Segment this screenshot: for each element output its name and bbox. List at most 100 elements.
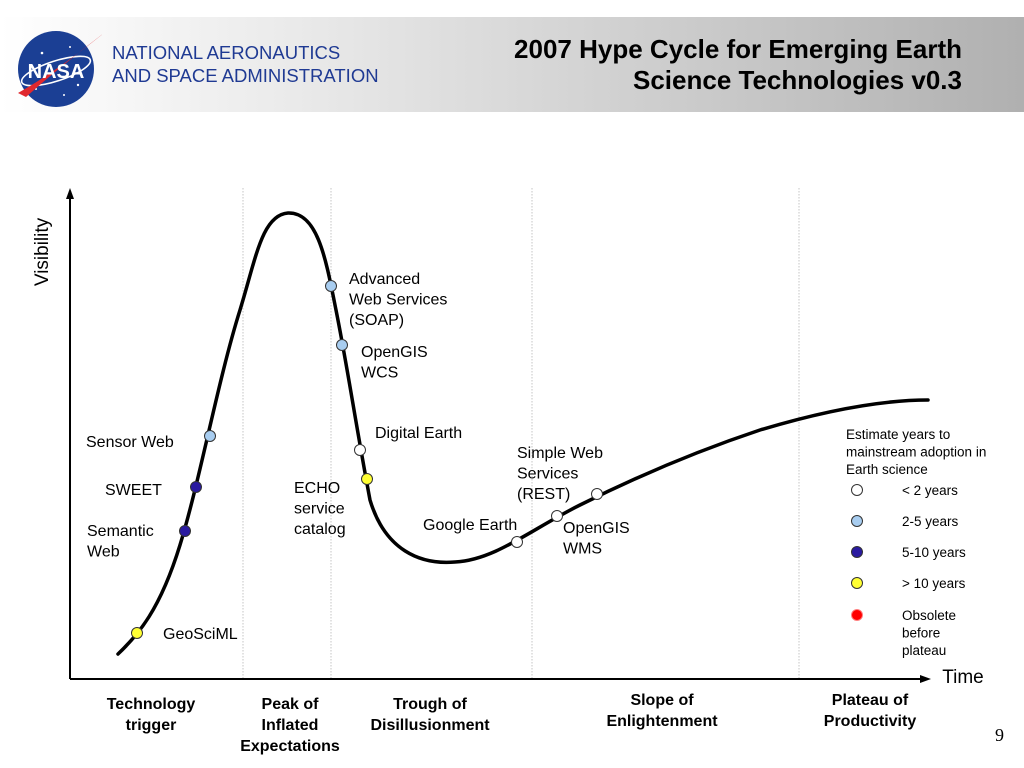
label-echo-service-catalog-line: service [294, 501, 345, 518]
phase-label-peak-line: Expectations [240, 738, 340, 755]
title-line-2: Science Technologies v0.3 [633, 65, 962, 95]
marker-opengis-wcs [336, 339, 348, 351]
legend-label-obsolete-line: plateau [902, 643, 946, 658]
label-semantic-web-line: Semantic [87, 523, 154, 540]
phase-label-plateau: Plateau of Productivity [824, 692, 917, 730]
x-axis-label: Time [942, 667, 984, 688]
legend-swatch-gt10 [851, 577, 863, 589]
label-geosciml: GeoSciML [163, 626, 238, 643]
hype-curve [116, 211, 930, 656]
label-simple-web-services: Simple Web Services (REST) [517, 445, 603, 503]
nasa-logo-text: NASA [28, 61, 85, 83]
x-axis-arrow-icon [920, 675, 931, 683]
marker-opengis-wms [551, 510, 563, 522]
phase-label-plateau-line: Plateau of [832, 692, 909, 709]
legend-label-gt10-line: > 10 years [902, 576, 966, 591]
legend-title-line: Earth science [846, 462, 928, 477]
y-axis-arrow-icon [66, 188, 74, 199]
phase-label-trough-line: Disillusionment [370, 717, 490, 734]
label-sensor-web-line: Sensor Web [86, 434, 174, 451]
marker-semantic-web [179, 525, 191, 537]
label-sweet: SWEET [105, 482, 162, 499]
phase-labels: Technology trigger Peak of Inflated Expectat… [107, 692, 917, 755]
phase-label-trough-line: Trough of [393, 696, 467, 713]
legend-label-5to10: 5-10 years [902, 545, 966, 560]
phase-label-technology-trigger-line: Technology [107, 696, 196, 713]
technology-labels: GeoSciML Semantic Web SWEET Sensor Web Advanc… [86, 271, 630, 643]
label-digital-earth: Digital Earth [375, 425, 462, 442]
marker-geosciml [131, 627, 143, 639]
legend-label-2to5: 2-5 years [902, 514, 959, 529]
label-geosciml-line: GeoSciML [163, 626, 238, 643]
label-simple-web-services-line: (REST) [517, 486, 570, 503]
phase-label-trough: Trough of Disillusionment [370, 696, 490, 734]
label-google-earth: Google Earth [423, 517, 517, 534]
label-opengis-wms: OpenGIS WMS [563, 520, 630, 558]
phase-label-slope: Slope of Enlightenment [606, 692, 718, 730]
phase-label-peak-line: Peak of [262, 696, 320, 713]
slide-title: 2007 Hype Cycle for Emerging Earth Scien… [514, 34, 962, 96]
label-advanced-web-services-line: Advanced [349, 271, 420, 288]
y-axis-label: Visibility [32, 217, 53, 286]
marker-sensor-web [204, 430, 216, 442]
marker-simple-web-services [591, 488, 603, 500]
phase-label-slope-line: Slope of [630, 692, 694, 709]
label-google-earth-line: Google Earth [423, 517, 517, 534]
nasa-logo-icon: NASA [18, 31, 102, 107]
legend: Estimate years to mainstream adoption in E… [846, 427, 986, 658]
phase-label-slope-line: Enlightenment [606, 713, 718, 730]
org-line-1: NATIONAL AERONAUTICS [112, 42, 341, 63]
phase-label-peak: Peak of Inflated Expectations [240, 696, 340, 755]
legend-label-obsolete-line: Obsolete [902, 608, 956, 623]
legend-swatch-lt2 [851, 484, 863, 496]
label-opengis-wcs-line: OpenGIS [361, 344, 428, 361]
label-sweet-line: SWEET [105, 482, 162, 499]
legend-swatch-2to5 [851, 515, 863, 527]
label-advanced-web-services-line: (SOAP) [349, 312, 404, 329]
legend-label-obsolete: Obsolete before plateau [902, 608, 956, 658]
label-opengis-wms-line: OpenGIS [563, 520, 630, 537]
label-advanced-web-services-line: Web Services [349, 292, 447, 309]
phase-dividers [242, 188, 800, 679]
marker-sweet [190, 481, 202, 493]
slide-header: NASA NATIONAL AERONAUTICS AND SPACE ADMI… [0, 17, 1024, 112]
legend-label-2to5-line: 2-5 years [902, 514, 959, 529]
phase-label-technology-trigger-line: trigger [126, 717, 177, 734]
legend-title-line: Estimate years to [846, 427, 950, 442]
marker-digital-earth [354, 444, 366, 456]
marker-echo-service-catalog [361, 473, 373, 485]
axes: Visibility Time [32, 188, 984, 688]
label-sensor-web: Sensor Web [86, 434, 174, 451]
legend-swatch-obsolete [851, 609, 863, 621]
label-opengis-wcs: OpenGIS WCS [361, 344, 428, 382]
label-semantic-web-line: Web [87, 544, 120, 561]
label-semantic-web: Semantic Web [87, 523, 154, 561]
technology-markers [131, 280, 603, 639]
legend-label-5to10-line: 5-10 years [902, 545, 966, 560]
legend-title-line: mainstream adoption in [846, 445, 986, 460]
legend-title: Estimate years to mainstream adoption in E… [846, 427, 986, 477]
org-line-2: AND SPACE ADMINISTRATION [112, 65, 379, 86]
title-line-1: 2007 Hype Cycle for Emerging Earth [514, 34, 962, 64]
legend-label-gt10: > 10 years [902, 576, 966, 591]
legend-label-lt2-line: < 2 years [902, 483, 958, 498]
phase-label-peak-line: Inflated [262, 717, 319, 734]
marker-advanced-web-services [325, 280, 337, 292]
label-advanced-web-services: Advanced Web Services (SOAP) [349, 271, 447, 329]
label-opengis-wcs-line: WCS [361, 365, 398, 382]
page-number: 9 [995, 725, 1004, 745]
phase-label-plateau-line: Productivity [824, 713, 917, 730]
legend-label-lt2: < 2 years [902, 483, 958, 498]
label-simple-web-services-line: Services [517, 466, 578, 483]
label-echo-service-catalog-line: ECHO [294, 480, 340, 497]
organization-name: NATIONAL AERONAUTICS AND SPACE ADMINISTR… [112, 41, 379, 87]
label-opengis-wms-line: WMS [563, 541, 602, 558]
label-echo-service-catalog: ECHO service catalog [294, 480, 346, 538]
label-simple-web-services-line: Simple Web [517, 445, 603, 462]
legend-swatch-5to10 [851, 546, 863, 558]
label-echo-service-catalog-line: catalog [294, 521, 346, 538]
legend-label-obsolete-line: before [902, 626, 940, 641]
label-digital-earth-line: Digital Earth [375, 425, 462, 442]
marker-google-earth [511, 536, 523, 548]
